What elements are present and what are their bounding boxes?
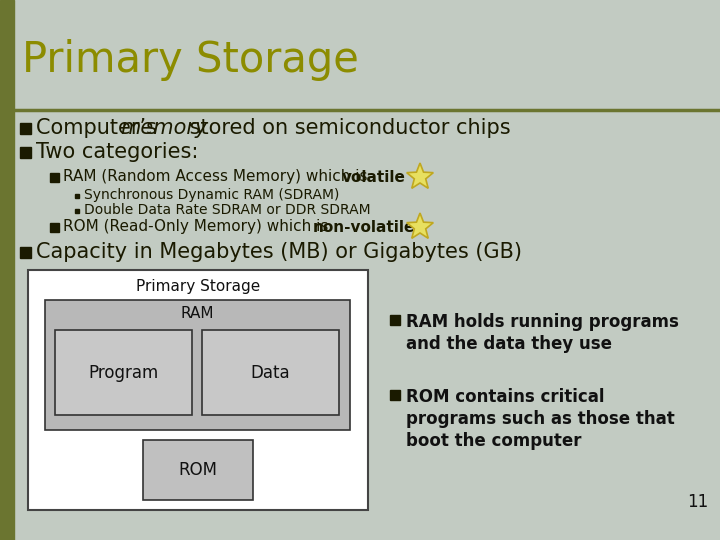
Bar (50, 222, 59, 232)
Text: 11: 11 (687, 493, 708, 511)
Text: Primary Storage: Primary Storage (22, 39, 359, 81)
Bar (390, 315, 400, 325)
Bar (45, 300, 350, 430)
Polygon shape (407, 213, 433, 238)
Polygon shape (407, 163, 433, 188)
Text: ROM: ROM (179, 461, 217, 479)
Text: Two categories:: Two categories: (36, 142, 199, 162)
Bar (50, 172, 59, 181)
Bar (28, 270, 368, 510)
Text: memory: memory (120, 118, 207, 138)
Bar (390, 390, 400, 400)
Bar (20, 246, 31, 258)
Text: RAM holds running programs
and the data they use: RAM holds running programs and the data … (406, 313, 679, 353)
Text: Primary Storage: Primary Storage (136, 280, 260, 294)
Bar (20, 123, 31, 133)
Bar (55, 330, 192, 415)
Text: Capacity in Megabytes (MB) or Gigabytes (GB): Capacity in Megabytes (MB) or Gigabytes … (36, 242, 522, 262)
Text: Double Data Rate SDRAM or DDR SDRAM: Double Data Rate SDRAM or DDR SDRAM (84, 203, 371, 217)
Text: Data: Data (251, 363, 290, 381)
Text: volatile: volatile (342, 170, 406, 185)
Text: RAM: RAM (181, 307, 215, 321)
Text: ROM (Read-Only Memory) which is: ROM (Read-Only Memory) which is (63, 219, 333, 234)
Text: ROM contains critical
programs such as those that
boot the computer: ROM contains critical programs such as t… (406, 388, 675, 450)
Bar (202, 330, 339, 415)
Bar (75, 194, 79, 198)
Bar (0, 0, 14, 540)
Text: Synchronous Dynamic RAM (SDRAM): Synchronous Dynamic RAM (SDRAM) (84, 188, 339, 202)
Text: stored on semiconductor chips: stored on semiconductor chips (183, 118, 510, 138)
Text: Computer’s: Computer’s (36, 118, 163, 138)
Bar (20, 146, 31, 158)
Text: non-volatile: non-volatile (313, 219, 415, 234)
Text: RAM (Random Access Memory) which is: RAM (Random Access Memory) which is (63, 170, 372, 185)
Bar (75, 209, 79, 213)
Bar (143, 440, 253, 500)
Text: Program: Program (89, 363, 158, 381)
